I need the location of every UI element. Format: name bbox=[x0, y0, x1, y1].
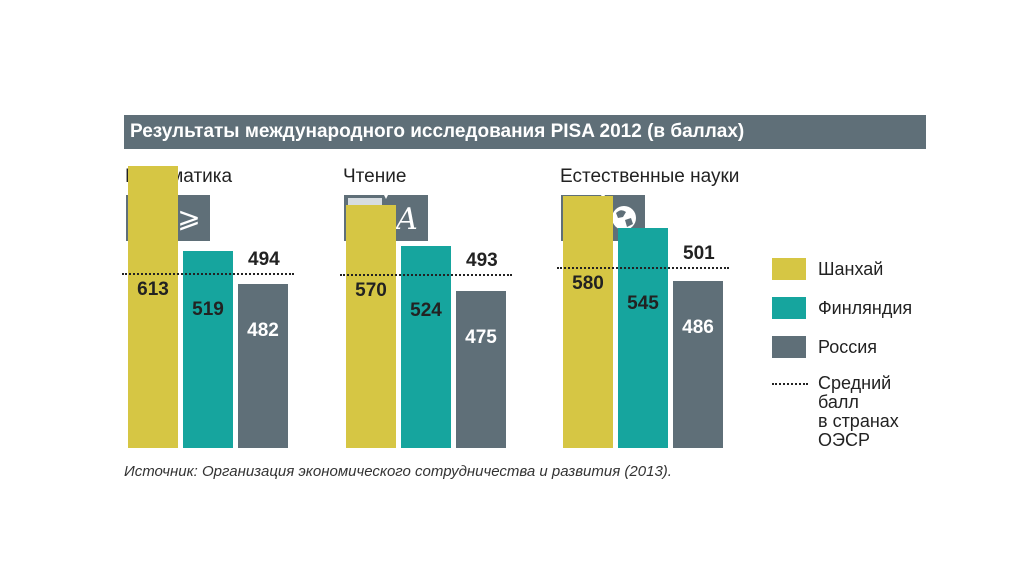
bar-russia: 486 bbox=[673, 280, 723, 448]
legend-average-text-line: в странах bbox=[818, 411, 899, 431]
oecd-average-label: 501 bbox=[683, 243, 715, 265]
bar-value-label: 570 bbox=[355, 280, 387, 302]
category-label: Естественные науки bbox=[560, 166, 740, 187]
bar-value-label: 486 bbox=[682, 316, 714, 338]
legend-label: Шанхай bbox=[818, 259, 884, 279]
svg-text:A: A bbox=[393, 202, 418, 237]
legend-average-label: Средний балл в странах ОЭСР bbox=[818, 374, 928, 450]
oecd-average-line bbox=[557, 267, 729, 270]
bar-russia: 475 bbox=[456, 290, 506, 448]
bar-shanghai: 580 bbox=[563, 196, 613, 448]
source-note: Источник: Организация экономического сот… bbox=[124, 463, 672, 480]
legend-swatch bbox=[772, 258, 806, 280]
legend-swatch bbox=[772, 297, 806, 319]
legend-label: Финляндия bbox=[818, 298, 913, 318]
oecd-average-label: 493 bbox=[466, 250, 498, 272]
bar-value-label: 545 bbox=[627, 293, 659, 315]
bar-value-label: 580 bbox=[572, 273, 604, 295]
legend-label: Россия bbox=[818, 337, 878, 357]
oecd-average-line bbox=[340, 274, 512, 277]
bar-value-label: 519 bbox=[192, 299, 224, 321]
bar-value-label: 482 bbox=[247, 320, 279, 342]
bar-value-label: 524 bbox=[410, 300, 442, 322]
bar-finland: 524 bbox=[401, 246, 451, 448]
svg-text:⩾: ⩾ bbox=[177, 201, 200, 234]
bar-value-label: 475 bbox=[465, 326, 497, 348]
legend-average-text-line: балл bbox=[818, 392, 859, 412]
category-label: Чтение bbox=[343, 166, 407, 187]
bar-shanghai: 570 bbox=[346, 205, 396, 448]
legend-average-text-line: ОЭСР bbox=[818, 430, 870, 450]
legend-average-text-line: Средний bbox=[818, 373, 892, 393]
oecd-average-line bbox=[122, 273, 294, 276]
bar-shanghai: 613 bbox=[128, 166, 178, 448]
bar-value-label: 613 bbox=[137, 279, 169, 301]
oecd-average-label: 494 bbox=[248, 249, 280, 271]
bar-russia: 482 bbox=[238, 284, 288, 448]
legend-swatch bbox=[772, 336, 806, 358]
bar-finland: 545 bbox=[618, 227, 668, 448]
legend-average-line bbox=[772, 383, 808, 385]
bar-finland: 519 bbox=[183, 250, 233, 448]
chart-title: Результаты международного исследования P… bbox=[124, 115, 926, 149]
